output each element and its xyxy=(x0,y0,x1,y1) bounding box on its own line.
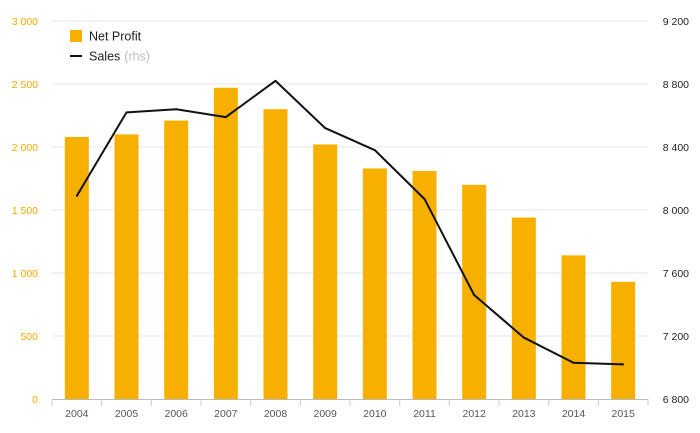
bar-net-profit-2015 xyxy=(611,281,636,399)
sales-point-2005 xyxy=(125,111,128,114)
y-left-tick-label: 500 xyxy=(20,331,38,343)
x-tick-label: 2007 xyxy=(214,408,238,420)
sales-line-group xyxy=(75,79,625,366)
sales-point-2013 xyxy=(522,336,525,339)
bar-net-profit-2010 xyxy=(362,168,387,399)
y-left-tick-label: 2 500 xyxy=(12,79,38,91)
net-profit-bars xyxy=(64,87,636,400)
bar-net-profit-2005 xyxy=(114,134,139,399)
x-tick-label: 2014 xyxy=(562,408,586,420)
gridlines xyxy=(52,20,648,337)
legend-item-net-profit: Net Profit xyxy=(89,30,142,44)
sales-point-2014 xyxy=(572,361,575,364)
sales-line xyxy=(75,79,624,366)
sales-point-2009 xyxy=(324,127,327,130)
bar-net-profit-2012 xyxy=(462,184,487,399)
bar-net-profit-2004 xyxy=(64,136,89,400)
x-tick-label: 2012 xyxy=(462,408,486,420)
bar-net-profit-2006 xyxy=(164,120,189,399)
y-right-tick-label: 7 600 xyxy=(663,268,689,280)
x-tick-label: 2013 xyxy=(512,408,536,420)
y-left-tick-label: 2 000 xyxy=(12,142,38,154)
x-tick-label: 2005 xyxy=(115,408,139,420)
sales-point-2007 xyxy=(224,116,227,119)
x-tick-label: 2009 xyxy=(313,408,337,420)
legend-item-sales: Sales (rhs) xyxy=(89,50,150,64)
x-tick-label: 2008 xyxy=(264,408,288,420)
y-right-tick-label: 8 400 xyxy=(663,142,689,154)
bar-net-profit-2011 xyxy=(412,170,437,399)
sales-point-2011 xyxy=(423,197,426,200)
y-right-tick-label: 9 200 xyxy=(663,16,689,28)
y-right-tick-label: 8 800 xyxy=(663,79,689,91)
sales-point-2015 xyxy=(622,363,625,366)
bar-net-profit-2014 xyxy=(561,255,586,399)
legend-label: Net Profit xyxy=(89,30,142,44)
axes: 0 500 1 000 1 500 2 000 2 500 3 000 6 800 7 200 7… xyxy=(12,16,689,420)
x-tick-label: 2015 xyxy=(611,408,635,420)
sales-point-2004 xyxy=(75,194,78,197)
sales-point-2012 xyxy=(473,294,476,297)
y-right-tick-label: 7 200 xyxy=(663,331,689,343)
y-left-tick-label: 3 000 xyxy=(12,16,38,28)
sales-point-2010 xyxy=(373,149,376,152)
y-left-tick-label: 1 500 xyxy=(12,205,38,217)
sales-point-2008 xyxy=(274,79,277,82)
y-right-tick-label: 8 000 xyxy=(663,205,689,217)
x-tick-label: 2010 xyxy=(363,408,387,420)
legend-swatch-net-profit xyxy=(70,30,82,42)
x-tick-label: 2006 xyxy=(164,408,188,420)
bar-net-profit-2009 xyxy=(313,144,338,399)
bar-net-profit-2008 xyxy=(263,109,288,399)
bar-net-profit-2007 xyxy=(213,87,238,399)
x-tick-label: 2011 xyxy=(413,408,436,420)
y-right-tick-label: 6 800 xyxy=(663,394,689,406)
y-left-tick-label: 0 xyxy=(32,394,38,406)
legend-suffix: (rhs) xyxy=(124,50,150,64)
y-left-tick-label: 1 000 xyxy=(12,268,38,280)
legend: Net Profit Sales (rhs) xyxy=(70,30,150,64)
x-tick-label: 2004 xyxy=(65,408,89,420)
legend-label: Sales xyxy=(89,50,120,64)
sales-point-2006 xyxy=(175,108,178,111)
bar-net-profit-2013 xyxy=(511,217,536,399)
